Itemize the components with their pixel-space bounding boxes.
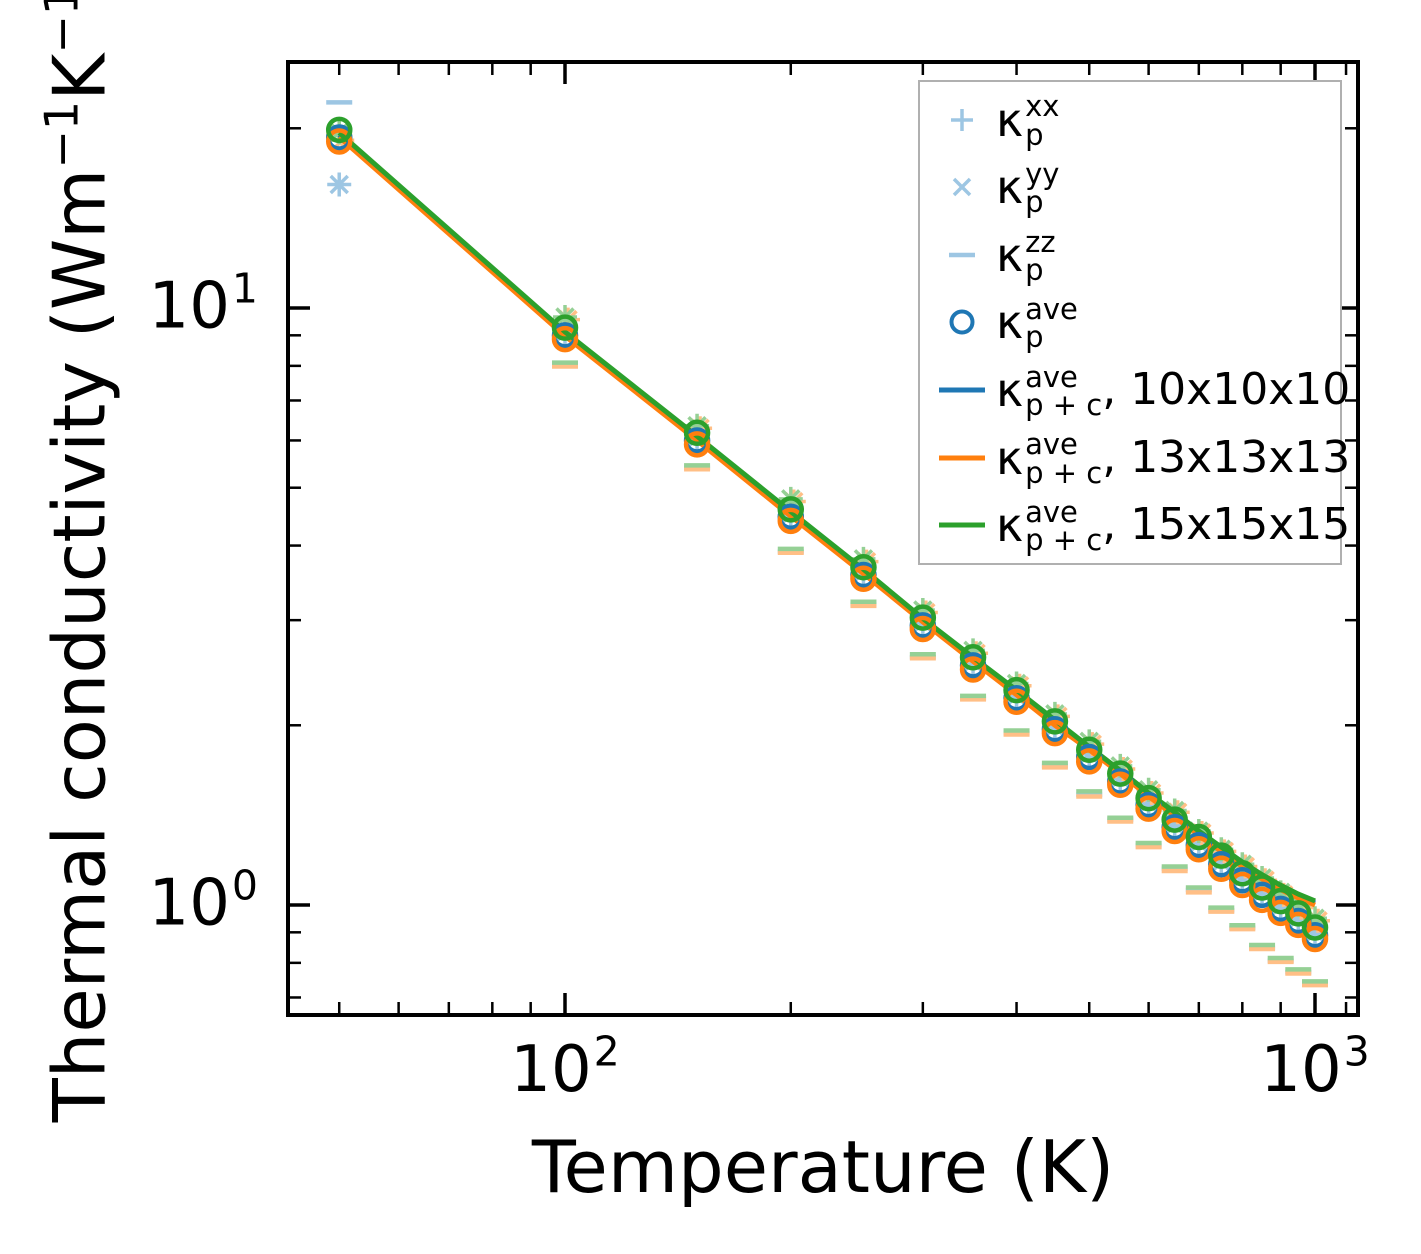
legend-label: κ xx p [996, 89, 1060, 152]
plus-marker-icon [951, 108, 973, 131]
legend-item-7: κ ave p + c, 15x15x15 [922, 496, 1350, 555]
legend-label: κ yy p [996, 156, 1060, 220]
circle-marker-icon [949, 309, 975, 335]
legend-label: κ ave p + c, 10x10x10 [996, 359, 1351, 423]
dash-marker-icon [949, 252, 975, 258]
legend-label: κ zz p [996, 224, 1056, 287]
series-kp_ave_circles_13x13x13 [325, 128, 1329, 953]
series-kp_ave_circles_15x15x15 [325, 116, 1329, 941]
y-axis-label: Thermal conductivity (Wm−1K−1) [34, 0, 122, 1123]
y-tick-label-10e1: 101 [148, 264, 258, 344]
line-marker-icon [939, 455, 985, 461]
legend-item-6: κ ave p + c, 13x13x13 [922, 429, 1350, 487]
legend-item-2: κ yy p [922, 156, 1340, 220]
cross-marker-icon [952, 178, 972, 197]
line-marker-icon [939, 387, 985, 393]
y-tick-label-10e0: 100 [148, 861, 258, 941]
legend-item-5: κ ave p + c, 10x10x10 [922, 361, 1350, 420]
series-kp_zz_15x15x15 [326, 127, 1328, 984]
legend-item-1: κ xx p [922, 91, 1340, 149]
x-axis-label: Temperature (K) [531, 1125, 1115, 1209]
legend: κ xx p κ yy p κ zz p κ ave p κ ave p + c, 10x10x10 κ ave… [918, 80, 1350, 565]
legend-item-4: κ ave p [922, 292, 1340, 355]
axes-spines [286, 60, 1360, 1017]
legend-item-3: κ zz p [922, 224, 1340, 287]
x-tick-label-10e3: 103 [1260, 1027, 1370, 1107]
line-marker-icon [939, 522, 985, 528]
legend-label: κ ave p + c, 15x15x15 [996, 494, 1351, 558]
x-tick-label-10e2: 102 [510, 1027, 620, 1107]
legend-label: κ ave p + c, 13x13x13 [996, 427, 1351, 490]
legend-label: κ ave p [996, 292, 1078, 355]
